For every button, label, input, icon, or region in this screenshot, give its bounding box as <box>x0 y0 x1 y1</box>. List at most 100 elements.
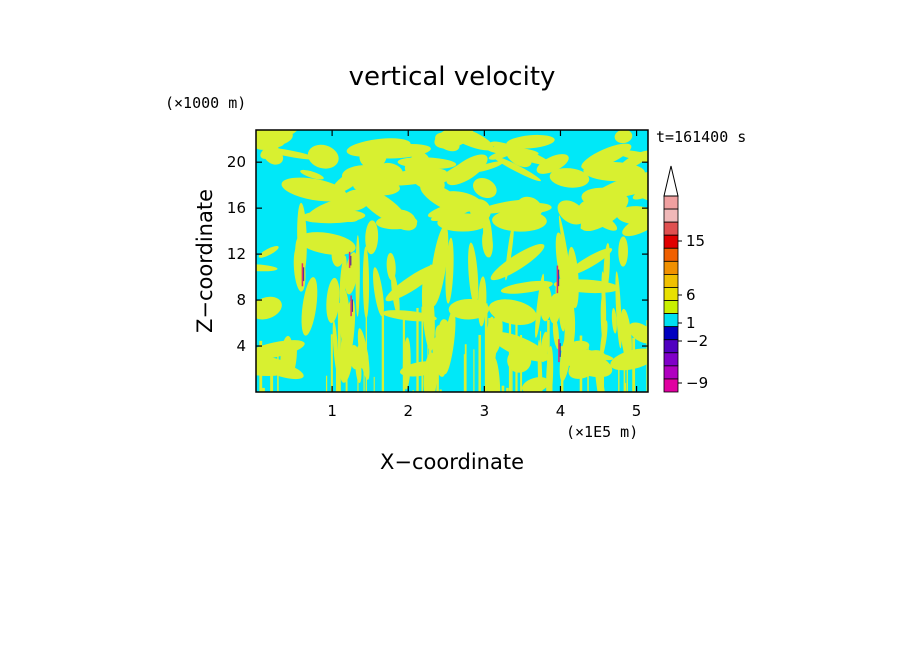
field-patch <box>623 309 626 392</box>
field-patch <box>587 347 589 392</box>
field-patch <box>432 157 479 187</box>
field-patch <box>491 331 549 362</box>
field-patch <box>580 194 629 232</box>
field-patch <box>326 277 340 324</box>
colorbar-label: 6 <box>686 286 696 304</box>
field-patch <box>579 335 583 392</box>
colorbar-label: 1 <box>686 314 696 332</box>
colorbar-label: −2 <box>686 332 708 350</box>
field-patch <box>363 345 365 392</box>
field-patch <box>427 330 429 392</box>
field-patch <box>624 383 627 392</box>
field-patch <box>484 303 488 392</box>
field-patch <box>411 160 434 184</box>
field-patch <box>536 154 569 174</box>
field-patch <box>359 145 387 169</box>
field-patch <box>488 318 491 392</box>
downdraft-core <box>350 255 352 266</box>
downdraft-core <box>303 267 305 282</box>
field-patch <box>620 308 632 362</box>
field-patch <box>500 280 553 294</box>
field-patch <box>464 344 467 392</box>
plot-area <box>256 130 648 392</box>
field-patch <box>277 345 279 392</box>
field-patch <box>548 293 561 324</box>
colorbar-swatch <box>663 300 679 314</box>
field-patch <box>373 267 384 317</box>
field-patch <box>626 339 628 392</box>
field-patch <box>594 356 607 392</box>
field-patch <box>485 363 496 392</box>
colorbar-swatch <box>663 352 679 367</box>
field-patch <box>618 359 620 392</box>
field-patch <box>618 236 628 267</box>
field-patch <box>506 134 555 149</box>
field-patch <box>386 252 396 281</box>
field-patch <box>301 277 318 336</box>
field-patch <box>365 305 367 392</box>
field-patch <box>428 337 432 392</box>
field-patch <box>300 169 324 180</box>
field-patch <box>558 284 567 332</box>
field-patch <box>435 324 448 349</box>
field-patch <box>365 220 379 255</box>
field-patch <box>281 177 347 202</box>
x-tick-label: 4 <box>556 402 566 420</box>
field-patch <box>478 361 481 392</box>
field-patch <box>260 144 279 159</box>
field-patch <box>335 358 339 392</box>
y-unit-label: (×1000 m) <box>165 94 246 112</box>
field-patch <box>270 372 274 392</box>
field-patch <box>560 380 564 392</box>
field-patch <box>555 232 569 291</box>
field-patch <box>423 264 433 304</box>
field-patch <box>490 243 545 281</box>
field-patch <box>436 357 439 392</box>
field-patch <box>552 318 559 348</box>
field-patch <box>478 199 532 214</box>
x-tick-label: 3 <box>480 402 490 420</box>
colorbar-swatch <box>663 260 679 275</box>
field-patch <box>557 200 586 225</box>
field-patch <box>373 376 375 392</box>
colorbar-swatch <box>663 313 679 328</box>
colorbar-swatch <box>663 195 679 210</box>
field-patch <box>337 302 341 392</box>
field-patch <box>601 370 605 392</box>
field-patch <box>505 146 532 168</box>
field-patch <box>632 337 636 392</box>
field-patch <box>489 356 501 392</box>
colorbar-swatch <box>663 273 679 288</box>
plot-frame <box>255 129 649 393</box>
x-axis-label: X−coordinate <box>380 450 524 474</box>
updraft-core <box>558 339 560 363</box>
field-patch <box>421 306 424 392</box>
field-patch <box>436 345 438 392</box>
field-patch <box>535 273 545 338</box>
field-streaks <box>301 251 561 363</box>
field-patch <box>331 239 345 267</box>
field-patch <box>262 387 265 392</box>
field-patch <box>488 375 490 392</box>
field-patch <box>506 387 509 392</box>
field-patch <box>549 168 590 188</box>
downdraft-core <box>558 269 560 287</box>
y-ticks: 4 8 12 16 20 <box>227 153 648 355</box>
field-patch <box>473 349 475 392</box>
field-patch <box>539 331 542 392</box>
y-tick-label: 8 <box>236 291 246 309</box>
y-tick-label: 16 <box>227 199 246 217</box>
colorbar-label: 15 <box>686 232 705 250</box>
field-patch <box>382 310 437 322</box>
y-tick-label: 20 <box>227 153 246 171</box>
updraft-core <box>556 265 559 294</box>
field-patch <box>463 354 466 392</box>
colorbar: 15 6 1−2 −9 <box>663 165 708 393</box>
field-patch <box>507 348 532 373</box>
field-patch <box>259 360 304 380</box>
field-patch <box>416 307 419 392</box>
field-patch <box>483 214 493 258</box>
colorbar-swatch <box>663 208 679 223</box>
field-patch <box>446 154 488 186</box>
field-patch <box>511 353 513 392</box>
